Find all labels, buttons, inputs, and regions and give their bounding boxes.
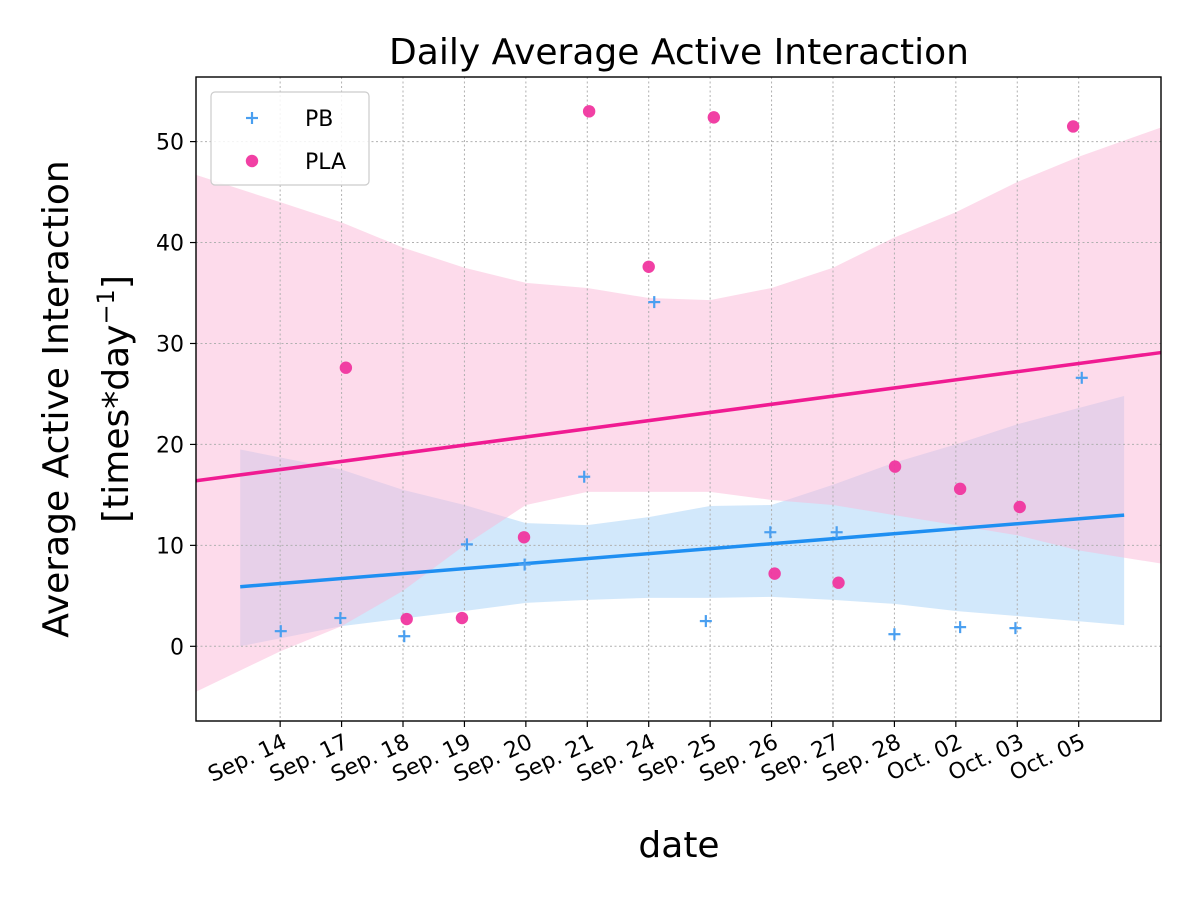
y-axis-units-exponent: −1 [92, 289, 120, 324]
legend-label-pb: PB [305, 107, 333, 132]
y-tick-label: 50 [156, 131, 184, 156]
confidence-bands [196, 127, 1161, 692]
confidence-band-pla [196, 127, 1161, 692]
point-pla-oct-05 [1066, 120, 1080, 133]
point-pla-sep-20 [517, 531, 531, 544]
y-tick-label: 10 [156, 534, 184, 559]
plot-area [195, 76, 1162, 722]
legend-marker-pla [245, 154, 259, 168]
point-pb-sep-28 [888, 628, 901, 641]
point-pla-sep-26 [768, 567, 781, 580]
point-pla-sep-28 [888, 460, 902, 473]
y-axis-title: Average Active Interaction [36, 160, 77, 637]
y-axis-units-text: [times*day [96, 325, 137, 523]
x-axis-title: date [638, 825, 719, 866]
y-tick-label: 20 [156, 433, 184, 458]
point-pb-sep-18 [398, 630, 411, 643]
plot-frame [195, 76, 1162, 722]
regression-lines [195, 350, 1162, 589]
point-pb-sep-26 [764, 526, 777, 539]
y-axis: 0 10 20 30 40 50 [156, 131, 196, 660]
chart-title: Daily Average Active Interaction [389, 32, 969, 73]
point-pla-oct-03 [1013, 500, 1026, 514]
point-pla-sep-25 [707, 111, 721, 124]
point-pb-sep-27 [830, 526, 843, 539]
point-pb-sep-21 [578, 470, 591, 483]
point-pla-sep-21 [582, 105, 596, 118]
point-pb-oct-03 [1009, 622, 1022, 635]
y-axis-title-units: [times*day−1] [92, 275, 137, 523]
point-pla-oct-02 [953, 482, 967, 496]
y-tick-label: 0 [170, 635, 184, 660]
y-tick-label: 40 [156, 232, 184, 257]
point-pb-sep-25 [699, 615, 712, 628]
point-pb-sep-20 [518, 558, 531, 571]
point-pb-sep-17 [334, 612, 347, 625]
point-pb-sep-14 [274, 625, 287, 638]
point-pla-sep-18 [400, 612, 413, 626]
legend: PB PLA [210, 91, 370, 186]
confidence-band-pb [240, 395, 1125, 647]
regression-line-pb [240, 513, 1125, 589]
grid-lines [196, 77, 1161, 721]
y-axis-title-line1: Average Active Interaction [36, 160, 77, 637]
point-pb-sep-24 [648, 296, 661, 309]
data-points [274, 105, 1088, 643]
point-pla-sep-19 [455, 611, 469, 625]
point-pb-oct-02 [954, 621, 967, 634]
point-pla-sep-27 [832, 576, 845, 589]
point-pla-sep-17 [339, 361, 353, 374]
legend-marker-pb [246, 112, 258, 124]
y-axis-units-close: ] [96, 275, 137, 289]
regression-line-pla [195, 350, 1162, 483]
y-tick-label: 30 [156, 332, 184, 357]
point-pb-sep-19 [460, 538, 473, 551]
point-pb-oct-05 [1075, 371, 1088, 384]
point-pla-sep-24 [642, 260, 655, 273]
legend-label-pla: PLA [305, 150, 346, 175]
